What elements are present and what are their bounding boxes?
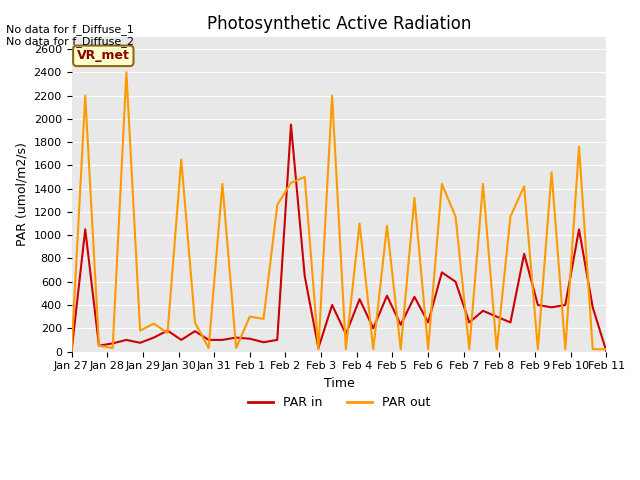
- X-axis label: Time: Time: [324, 377, 355, 390]
- Text: No data for f_Diffuse_1
No data for f_Diffuse_2: No data for f_Diffuse_1 No data for f_Di…: [6, 24, 134, 48]
- Y-axis label: PAR (umol/m2/s): PAR (umol/m2/s): [15, 143, 28, 246]
- Title: Photosynthetic Active Radiation: Photosynthetic Active Radiation: [207, 15, 471, 33]
- Text: VR_met: VR_met: [77, 49, 130, 62]
- Legend: PAR in, PAR out: PAR in, PAR out: [243, 391, 435, 414]
